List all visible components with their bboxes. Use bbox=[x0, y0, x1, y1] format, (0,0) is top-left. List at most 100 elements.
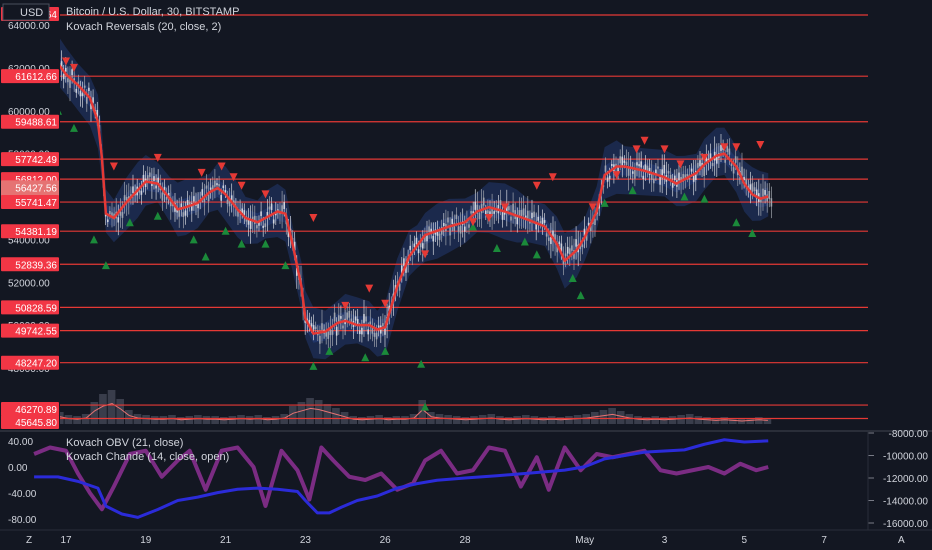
candle-body bbox=[512, 203, 514, 213]
volume-bar bbox=[703, 417, 711, 424]
volume-bar bbox=[720, 417, 729, 424]
candle-body bbox=[251, 216, 254, 221]
level-tag-label: 52839.36 bbox=[15, 260, 57, 271]
candle-body bbox=[361, 327, 363, 335]
volume-bar bbox=[185, 416, 194, 424]
candle-body bbox=[260, 211, 262, 217]
candle-body bbox=[258, 221, 260, 226]
volume-bar bbox=[642, 417, 651, 424]
candle-body bbox=[121, 212, 124, 218]
candle-body bbox=[314, 326, 317, 330]
volume-bar bbox=[228, 416, 237, 424]
auto-scale-icon[interactable]: A bbox=[898, 535, 905, 546]
up-arrow-marker bbox=[69, 123, 78, 132]
candle-body bbox=[566, 246, 569, 254]
candle-body bbox=[558, 241, 561, 245]
oscillator-pane[interactable]: 40.00 0.00 -40.00 -80.00 -8000.00 -10000.00 -1… bbox=[8, 429, 928, 530]
volume-bar bbox=[677, 415, 685, 424]
timezone-icon[interactable]: Z bbox=[26, 535, 32, 546]
candle-body bbox=[755, 189, 758, 199]
volume-bar bbox=[452, 416, 461, 424]
candle-body bbox=[539, 221, 542, 224]
up-arrow-marker bbox=[568, 273, 577, 282]
oscillator-right-tick: -10000.00 bbox=[883, 452, 928, 463]
down-arrow-marker bbox=[548, 173, 557, 182]
down-arrow-marker bbox=[612, 171, 621, 180]
candle-body bbox=[247, 219, 250, 225]
candle-body bbox=[79, 91, 82, 97]
candle-body bbox=[325, 330, 327, 337]
candle-body bbox=[468, 224, 470, 228]
level-tag bbox=[1, 257, 59, 272]
candle-body bbox=[661, 169, 663, 179]
candle-body bbox=[400, 265, 403, 275]
candle-body bbox=[728, 148, 731, 155]
candle-body bbox=[81, 93, 84, 97]
candle-body bbox=[705, 156, 708, 164]
volume-bar bbox=[271, 416, 280, 424]
down-arrow-marker bbox=[217, 162, 226, 171]
candle-body bbox=[358, 330, 361, 335]
up-arrow-marker bbox=[101, 261, 110, 270]
candle-body bbox=[516, 215, 519, 225]
candle-body bbox=[715, 156, 718, 164]
time-tick-label: 26 bbox=[380, 535, 392, 546]
oscillator-lines bbox=[33, 438, 769, 519]
candle-body bbox=[85, 97, 88, 104]
down-arrow-marker bbox=[69, 63, 78, 72]
volume-bar bbox=[263, 417, 271, 424]
up-arrow-marker bbox=[468, 222, 477, 231]
candle-body bbox=[686, 174, 689, 177]
level-tag bbox=[1, 323, 59, 338]
candle-body bbox=[438, 233, 441, 241]
oscillator-right-tick: -16000.00 bbox=[883, 519, 928, 530]
candle-body bbox=[329, 328, 332, 335]
oscillator-left-tick: -40.00 bbox=[8, 489, 37, 500]
candle-body bbox=[220, 195, 222, 201]
candle-body bbox=[476, 204, 479, 214]
candle-body bbox=[218, 184, 220, 187]
candle-body bbox=[333, 312, 336, 322]
candle-body bbox=[568, 248, 571, 255]
candle-body bbox=[201, 189, 204, 196]
candle-body bbox=[699, 160, 701, 167]
time-tick-label: 7 bbox=[821, 535, 827, 546]
candle-body bbox=[430, 228, 432, 233]
price-tick-label: 54000.00 bbox=[8, 235, 50, 246]
candle-body bbox=[346, 312, 348, 320]
price-axis[interactable]: 64000.0062000.0060000.0058000.0054000.00… bbox=[0, 0, 60, 430]
candle-body bbox=[522, 208, 525, 216]
volume-bar bbox=[383, 417, 392, 424]
level-tag-label: 64 bbox=[46, 10, 58, 21]
up-arrow-marker bbox=[261, 239, 270, 248]
candle-body bbox=[621, 156, 624, 166]
candle-body bbox=[148, 172, 151, 177]
volume-bar bbox=[556, 417, 565, 424]
oscillator-left-tick: 0.00 bbox=[8, 463, 28, 474]
level-tag bbox=[1, 415, 59, 429]
price-pane[interactable] bbox=[29, 14, 868, 424]
level-tag-label: 46270.89 bbox=[15, 405, 57, 416]
candle-body bbox=[503, 211, 506, 215]
volume-bar bbox=[107, 390, 116, 424]
level-tag-label: 54381.19 bbox=[15, 227, 57, 238]
down-arrow-marker bbox=[676, 160, 685, 169]
up-arrow-marker bbox=[325, 346, 334, 355]
candle-body bbox=[165, 196, 168, 200]
candle-body bbox=[552, 230, 554, 238]
candle-body bbox=[335, 326, 338, 336]
volume-bar bbox=[418, 400, 427, 424]
volume-bar bbox=[496, 416, 504, 424]
level-tag bbox=[1, 152, 59, 167]
up-arrow-marker bbox=[492, 243, 501, 252]
candle-body bbox=[453, 222, 456, 231]
candle-body bbox=[222, 185, 225, 189]
time-tick-labels: 17 19 21 23 26 28 May 3 5 7 bbox=[60, 535, 827, 546]
candle-body bbox=[132, 186, 134, 194]
candle-body bbox=[327, 331, 330, 339]
volume-bar bbox=[64, 415, 73, 424]
candle-body bbox=[585, 233, 588, 241]
up-arrow-marker bbox=[600, 198, 609, 207]
candle-body bbox=[531, 212, 533, 219]
